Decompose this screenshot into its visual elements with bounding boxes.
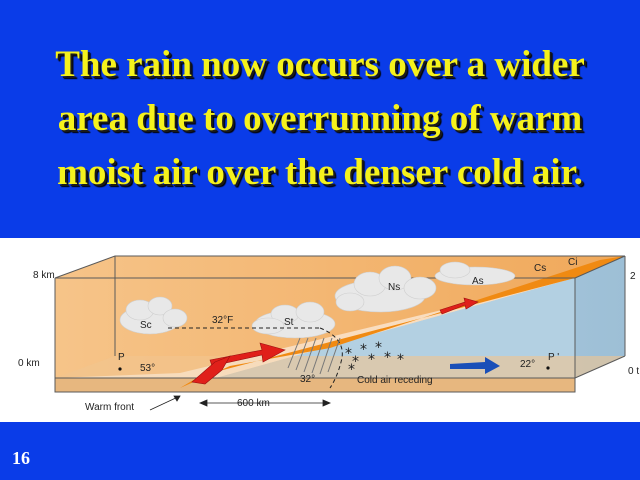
- title-line-1: The rain now occurs over a wider: [55, 44, 585, 85]
- distance-marker: [149, 395, 332, 411]
- label-point-p-prime: P ': [548, 352, 559, 363]
- label-sc: Sc: [140, 320, 152, 331]
- label-point-p: P: [118, 352, 125, 363]
- ns-cloud: [334, 265, 437, 313]
- cold-air-arrow: [450, 357, 500, 374]
- label-as: As: [472, 276, 484, 287]
- label-freezing-line: 32°F: [212, 315, 233, 326]
- point-p-prime-dot: [546, 366, 550, 370]
- slide-title: The rain now occurs over a wider area du…: [0, 38, 640, 200]
- svg-text:*: *: [348, 362, 355, 378]
- rain-streaks: [287, 337, 341, 375]
- label-temp-p-prime: 22°: [520, 359, 535, 370]
- svg-text:*: *: [375, 340, 382, 356]
- label-temp-surface: 32°: [300, 374, 315, 385]
- label-ns: Ns: [388, 282, 400, 293]
- sc-cloud: [119, 296, 188, 335]
- warm-air-arrows: [191, 297, 479, 385]
- label-right-top: 2: [630, 271, 636, 282]
- svg-text:*: *: [352, 354, 359, 370]
- st-cloud: [251, 301, 336, 339]
- as-cloud: [434, 261, 516, 286]
- label-st: St: [284, 317, 294, 328]
- label-warm-front: Warm front: [85, 402, 134, 413]
- warm-front-cross-section: * * * * * * * * 8 km 0 km 2 0 t: [18, 255, 639, 413]
- slide-number: 16: [12, 448, 30, 468]
- label-temp-p: 53°: [140, 363, 155, 374]
- svg-text:*: *: [345, 346, 352, 362]
- svg-text:*: *: [368, 352, 375, 368]
- overrunning-warm-air-band: [180, 256, 625, 388]
- warm-air-region: [55, 256, 625, 378]
- warm-front-diagram: * * * * * * * * 8 km 0 km 2 0 t: [0, 238, 640, 422]
- freezing-line: [168, 327, 343, 389]
- title-line-2: area due to overrunning of warm: [57, 98, 583, 139]
- label-0km: 0 km: [18, 358, 40, 369]
- red-arrow-frontal: [191, 355, 231, 385]
- box-front-base: [55, 378, 575, 392]
- svg-text:*: *: [384, 350, 391, 366]
- title-line-3: moist air over the denser cold air.: [57, 152, 583, 193]
- point-p-dot: [118, 367, 122, 371]
- label-cs: Cs: [534, 263, 546, 274]
- red-arrow-small: [439, 297, 479, 315]
- label-distance: 600 km: [237, 398, 270, 409]
- svg-text:*: *: [397, 352, 404, 368]
- label-8km: 8 km: [33, 270, 55, 281]
- clouds: [119, 261, 516, 339]
- label-right-bottom: 0 t: [628, 366, 639, 377]
- box-outline: [54, 255, 626, 393]
- label-cold-air: Cold air receding: [357, 375, 433, 386]
- svg-text:*: *: [360, 342, 367, 358]
- label-ci: Ci: [568, 257, 577, 268]
- snow-symbols: * * * * * * * *: [345, 340, 404, 378]
